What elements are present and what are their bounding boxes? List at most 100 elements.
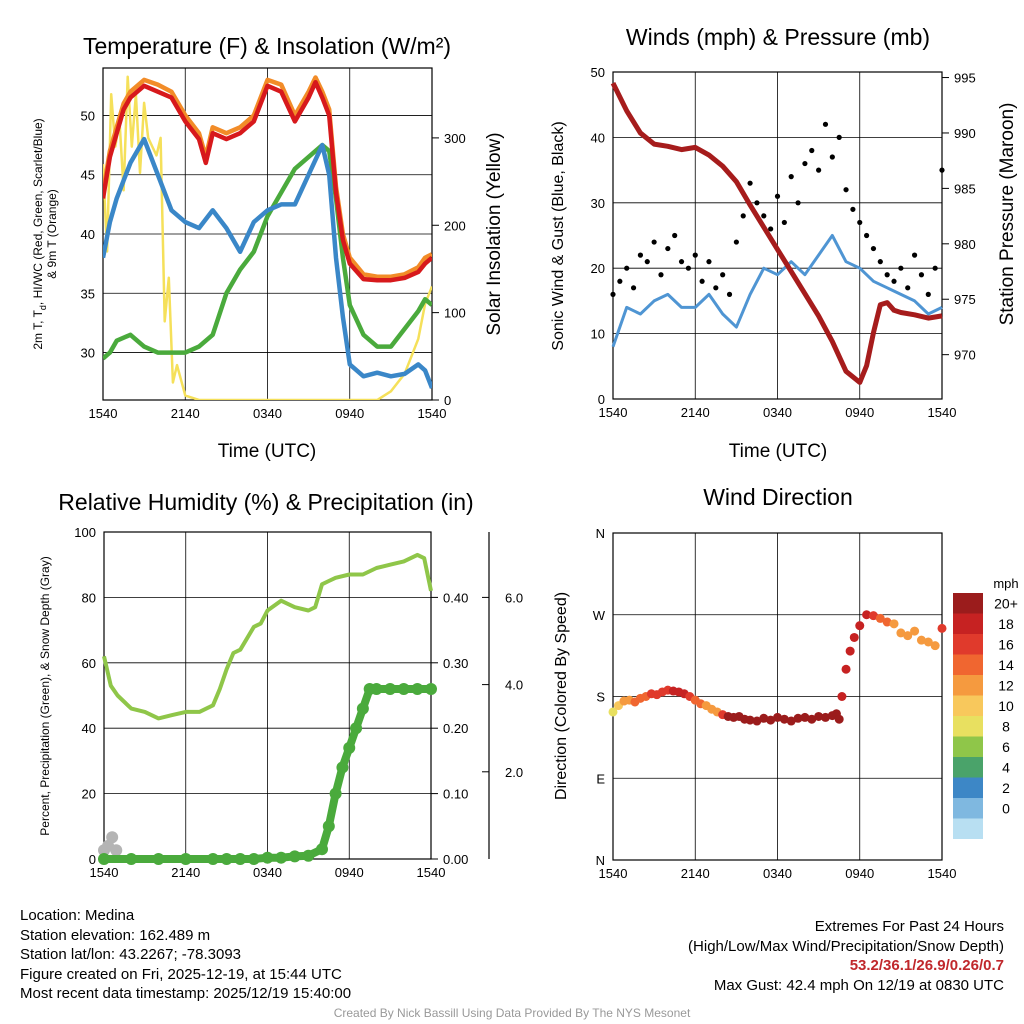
rh-y-tick: 100 — [74, 525, 96, 540]
gust-point — [781, 219, 787, 226]
wdir-frame — [612, 532, 943, 861]
rh-y-tick: 0 — [89, 852, 96, 867]
colorbar-swatch — [953, 777, 983, 798]
extremes-info: Extremes For Past 24 Hours (High/Low/Max… — [688, 917, 1004, 995]
colorbar-label: 6 — [1002, 739, 1010, 755]
temp-y2label: Solar Insolation (Yellow) — [484, 132, 505, 335]
rh-x-tick: 2140 — [171, 865, 200, 880]
winds-x-tick: 1540 — [599, 405, 628, 420]
colorbar-label: 16 — [998, 637, 1014, 653]
colorbar-swatch — [953, 818, 983, 839]
gust-point — [925, 291, 931, 297]
temp-y-tick: 35 — [81, 286, 95, 301]
wdir-x-tick: 0940 — [845, 866, 874, 881]
rh-ylabel: Percent, Precipitation (Green), & Snow D… — [38, 556, 52, 835]
elevation-text: Station elevation: 162.489 m — [20, 926, 211, 944]
wind-direction-point — [868, 611, 878, 621]
colorbar-swatch — [953, 654, 983, 675]
temp-x-tick: 2140 — [171, 406, 200, 421]
wind-direction-point — [849, 632, 859, 642]
gust-point — [754, 200, 760, 206]
series-2m-t — [103, 79, 432, 283]
wdir-y-tick: N — [596, 526, 605, 541]
precip-axis-tick: 0.30 — [443, 656, 468, 671]
winds-x-tick: 1540 — [928, 405, 957, 420]
wdir-x-tick: 2140 — [681, 866, 710, 881]
colorbar-label: 8 — [1002, 719, 1010, 735]
colorbar-swatch — [953, 695, 983, 716]
temp-y-tick: 45 — [81, 168, 95, 183]
winds-y-tick: 20 — [591, 261, 605, 276]
series-td — [103, 142, 432, 361]
gust-point — [651, 239, 657, 245]
wind-direction-point — [766, 715, 776, 725]
temp-y-tick: 50 — [81, 108, 95, 123]
wind-direction-point — [882, 617, 892, 627]
rh-x-tick: 0940 — [335, 865, 364, 880]
gust-point — [624, 265, 630, 271]
gust-point — [857, 219, 863, 226]
wind-direction-point — [862, 610, 872, 620]
colorbar-label: 20+ — [994, 596, 1018, 612]
series-sonic-wind — [611, 234, 943, 348]
gust-point — [932, 265, 938, 271]
winds-x-tick: 0940 — [845, 405, 874, 420]
gust-point — [891, 278, 897, 284]
credit-text: Created By Nick Bassill Using Data Provi… — [333, 1006, 691, 1020]
pressure-axis-tick: 975 — [954, 292, 976, 307]
gust-point — [870, 245, 877, 252]
wind-direction-point — [903, 631, 913, 641]
temp-y-tick: 30 — [81, 346, 95, 361]
wind-direction-point — [841, 664, 851, 674]
temp-title: Temperature (F) & Insolation (W/m²) — [83, 33, 451, 59]
gust-point — [644, 259, 650, 265]
gust-point — [768, 226, 774, 232]
gust-point — [726, 291, 733, 297]
wind-direction-point — [752, 716, 762, 726]
gust-point — [740, 213, 746, 219]
winds-y-tick: 30 — [591, 196, 605, 211]
pressure-axis-tick: 970 — [954, 348, 976, 363]
snow-axis-tick: 6.0 — [505, 590, 523, 605]
colorbar-label: 0 — [1002, 801, 1010, 817]
colorbar-swatch — [953, 613, 983, 634]
series-precipitation — [104, 685, 431, 863]
insolation-axis-tick: 300 — [444, 131, 466, 146]
colorbar-swatch — [953, 757, 983, 778]
gust-point — [898, 265, 904, 271]
series-station-pressure — [610, 81, 943, 385]
extremes-title: Extremes For Past 24 Hours — [814, 918, 1004, 935]
gust-point — [877, 259, 883, 265]
winds-y2label: Station Pressure (Maroon) — [997, 103, 1018, 326]
colorbar-label: 2 — [1002, 780, 1010, 796]
gust-point — [630, 285, 637, 291]
precip-axis-tick: 0.10 — [443, 787, 468, 802]
snow-axis-tick: 2.0 — [505, 765, 523, 780]
gust-point — [864, 232, 870, 239]
wind-direction-point — [820, 712, 830, 722]
wind-direction-point — [930, 641, 940, 651]
wind-direction-point — [910, 626, 920, 636]
temp-x-tick: 1540 — [89, 406, 118, 421]
insolation-axis-tick: 100 — [444, 306, 466, 321]
gust-point — [788, 174, 794, 180]
rh-x-tick: 1540 — [90, 865, 119, 880]
winds-xlabel: Time (UTC) — [729, 441, 828, 462]
insolation-axis-tick: 0 — [444, 393, 451, 408]
wind-direction-point — [814, 711, 824, 721]
pressure-axis-tick: 995 — [954, 71, 976, 86]
colorbar-label: 12 — [998, 678, 1014, 694]
colorbar-label: 18 — [998, 616, 1014, 632]
temp-ylabel-line2: & 9m T (Orange) — [45, 189, 59, 279]
gust-point — [713, 285, 719, 291]
winds-x-tick: 0340 — [763, 405, 792, 420]
temperature-chart: 1540 2140 0340 0940 1540 30 35 40 45 50 0 100 200 300… — [31, 33, 505, 462]
gust-point — [610, 291, 616, 297]
wind-direction-point — [745, 715, 755, 725]
series-hi-wc — [103, 136, 432, 389]
gust-point — [836, 134, 842, 140]
snow-axis-tick: 4.0 — [505, 678, 523, 693]
rh-y-tick: 20 — [82, 787, 96, 802]
wdir-title: Wind Direction — [703, 484, 853, 510]
wind-direction-point — [800, 712, 810, 722]
